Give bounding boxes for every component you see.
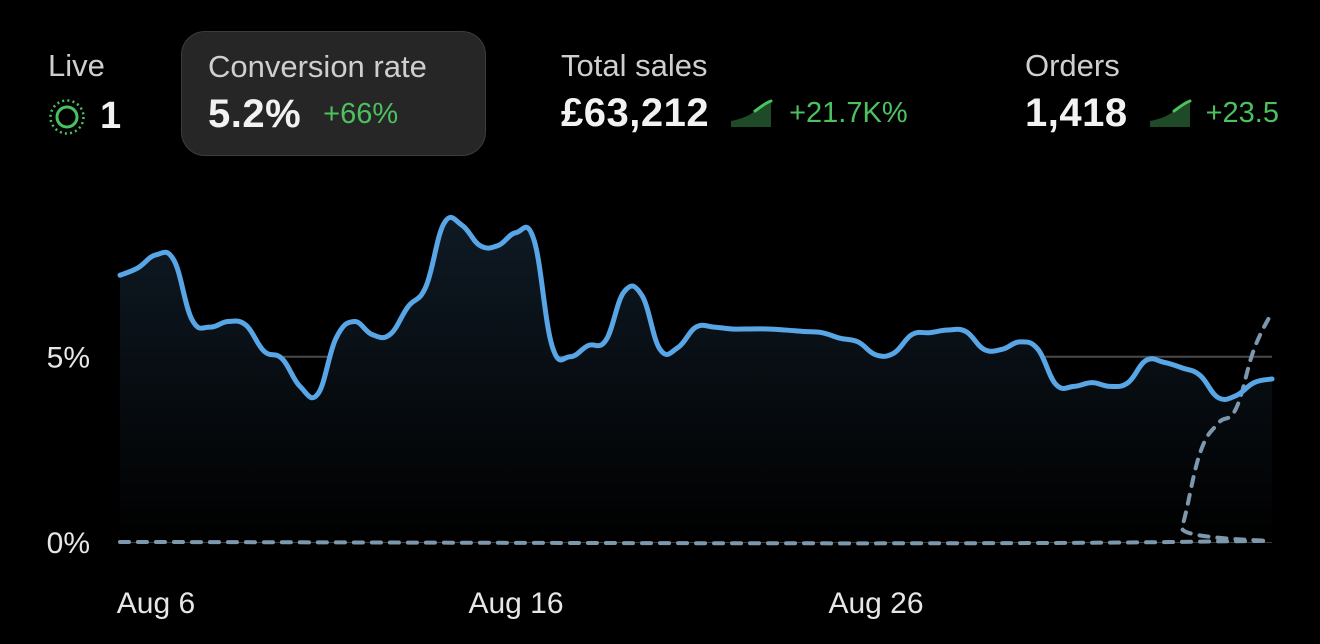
x-tick-label: Aug 16 (468, 587, 563, 620)
metric-live[interactable]: Live 1 (48, 50, 122, 138)
x-tick-label: Aug 26 (828, 587, 923, 620)
live-label: Live (48, 48, 105, 83)
comparison-series-line (118, 310, 1274, 546)
conversion-rate-change: +66% (323, 98, 399, 130)
metric-total-sales[interactable]: Total sales £63,212 +21.7K% (561, 50, 908, 136)
y-tick-label: 5% (47, 342, 90, 375)
series-area (120, 217, 1272, 543)
trend-up-sparkline-icon (729, 99, 773, 129)
live-visitor-count: 1 (100, 95, 122, 137)
conversion-rate-value: 5.2% (208, 92, 302, 136)
x-tick-label: Aug 6 (117, 587, 195, 620)
orders-change: +23.5 (1205, 97, 1279, 129)
orders-value: 1,418 (1025, 91, 1128, 135)
conversion-rate-series-line (117, 214, 1275, 402)
y-tick-label: 0% (47, 527, 90, 560)
total-sales-change: +21.7K% (789, 97, 908, 129)
metric-orders[interactable]: Orders 1,418 +23.5 (1025, 50, 1279, 136)
orders-label: Orders (1025, 48, 1120, 83)
trend-up-sparkline-icon (1148, 99, 1192, 129)
total-sales-label: Total sales (561, 48, 708, 83)
metric-conversion-rate[interactable]: Conversion rate 5.2% +66% (181, 31, 486, 156)
live-pulse-icon (48, 98, 86, 136)
total-sales-value: £63,212 (561, 91, 710, 135)
conversion-rate-label: Conversion rate (208, 49, 427, 84)
